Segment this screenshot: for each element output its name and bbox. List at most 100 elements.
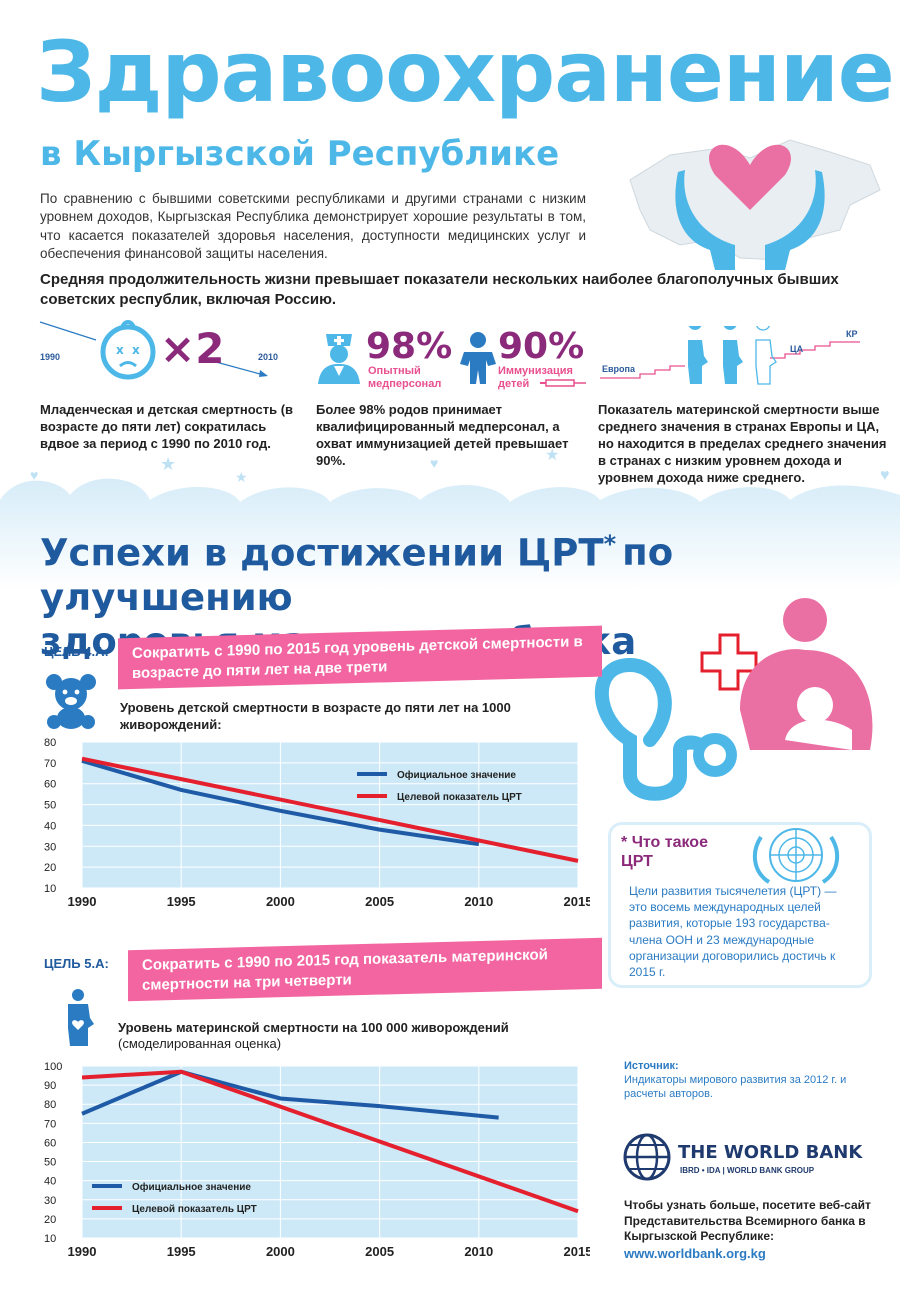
maternal-mortality-text: Показатель материнской смертности выше с… (598, 402, 887, 485)
ca-label: ЦА (790, 344, 804, 354)
star-icon: ★ (160, 454, 176, 474)
year-start-label: 1990 (40, 352, 61, 362)
child-icon (460, 332, 496, 384)
svg-text:x: x (116, 343, 124, 357)
x-tick-label: 2005 (365, 1244, 394, 1259)
staff-immunization-text: Более 98% родов принимает квалифицирован… (316, 402, 569, 468)
goal5-label: ЦЕЛЬ 5.А: (44, 956, 109, 971)
heart-icon: ♥ (30, 467, 38, 483)
x-tick-label: 1990 (68, 1244, 97, 1259)
mdg-asterisk: * (621, 834, 628, 851)
intro-paragraph: По сравнению с бывшими советскими респуб… (40, 191, 586, 262)
halved-multiplier: ×2 (160, 324, 225, 373)
y-tick-label: 20 (44, 1214, 56, 1226)
section-title-line1: Успехи в достижении ЦРТ (40, 531, 604, 575)
child-mortality-chart: 10 20 30 40 50 60 70 80 1990 1995 2000 2005 2010 2015… (44, 738, 590, 909)
y-tick-label: 20 (44, 862, 56, 874)
world-bank-name: THE WORLD BANK (678, 1142, 863, 1163)
staff-percent: 98% (366, 326, 453, 367)
goal5-banner: Сократить с 1990 по 2015 год показатель … (128, 937, 602, 1002)
x-tick-label: 2010 (464, 894, 493, 909)
clouds-decoration: ♥ ★ ★ ♥ ★ ♥ (0, 447, 900, 590)
y-tick-label: 40 (44, 1176, 56, 1188)
world-bank-url-link[interactable]: www.worldbank.org.kg (624, 1246, 766, 1261)
kyrgyzstan-map-hands-heart-illustration (629, 139, 881, 270)
mdg-heading: * Что такое ЦРТ (621, 833, 731, 871)
world-bank-globe-logo (623, 1133, 671, 1181)
x-tick-label: 2000 (266, 894, 295, 909)
heart-icon: ♥ (880, 467, 890, 484)
life-expectancy-lead: Средняя продолжительность жизни превышае… (40, 271, 839, 309)
pregnant-woman-heart-icon (68, 989, 94, 1046)
x-tick-label: 1995 (167, 894, 196, 909)
right-hand-icon (765, 170, 825, 270)
x-tick-label: 2015 (564, 1244, 590, 1259)
goal4-chart-title: Уровень детской смертности в возрасте до… (120, 700, 511, 732)
kr-label: КР (846, 329, 858, 339)
nurse-icon (318, 334, 360, 384)
y-tick-label: 40 (44, 820, 56, 832)
goal4-label: ЦЕЛЬ 4.А: (44, 644, 109, 659)
section-title-line1b: по улучшению (40, 531, 674, 619)
maternal-comparison-steps (600, 326, 860, 385)
legend-label: Официальное значение (132, 1181, 251, 1193)
star-icon: ★ (545, 447, 559, 464)
official-series-line (81, 1069, 499, 1120)
y-tick-label: 60 (44, 779, 56, 791)
y-tick-label: 70 (44, 758, 56, 770)
x-tick-label: 2005 (365, 894, 394, 909)
source-text: Индикаторы мирового развития за 2012 г. … (624, 1074, 847, 1101)
page-title: Здравоохранение (36, 23, 895, 121)
mother-child-icon (783, 598, 827, 642)
goal5-chart-subtitle: (смоделированная оценка) (118, 1036, 282, 1051)
legend-label: Целевой показатель ЦРТ (132, 1204, 257, 1215)
immunization-caption: Иммунизация детей (498, 365, 573, 390)
x-tick-label: 2015 (564, 894, 590, 909)
mdg-info-box: * Что такое ЦРТ Цели развития тысячелети… (608, 822, 872, 988)
heart-icon: ♥ (430, 455, 438, 471)
left-hand-icon (675, 170, 735, 270)
syringe-icon (540, 379, 586, 387)
stethoscope-icon (594, 658, 712, 801)
legend-label: Официальное значение (397, 769, 516, 781)
maternal-mortality-chart: 10 20 30 40 50 60 70 80 90 100 1990 1995 2000 2005 201… (44, 1061, 590, 1259)
chart-plot-area (82, 742, 578, 888)
visit-website-text: Чтобы узнать больше, посетите веб-сайт П… (624, 1198, 871, 1244)
section-asterisk: * (603, 530, 617, 558)
un-emblem-icon (752, 828, 840, 884)
y-tick-label: 50 (44, 800, 56, 812)
child-mortality-text: Младенческая и детская смертность (в воз… (40, 402, 294, 451)
svg-text:x: x (132, 343, 140, 357)
sad-baby-icon: x x (100, 320, 156, 380)
medical-cross-icon (700, 633, 758, 691)
page-subtitle: в Кыргызской Республике (40, 134, 560, 174)
x-tick-label: 2000 (266, 1244, 295, 1259)
pregnant-woman-icon-2 (723, 326, 743, 384)
world-bank-group: IBRD • IDA | WORLD BANK GROUP (680, 1166, 815, 1175)
y-tick-label: 30 (44, 841, 56, 853)
teddy-bear-icon (46, 674, 96, 729)
star-icon: ★ (235, 469, 248, 485)
legend-label: Целевой показатель ЦРТ (397, 792, 522, 803)
y-tick-label: 80 (44, 1099, 56, 1111)
target-series-line (81, 756, 579, 863)
x-tick-label: 2010 (464, 1244, 493, 1259)
mdg-description: Цели развития тысячелетия (ЦРТ) — это во… (629, 884, 837, 979)
decline-arrows (39, 321, 268, 377)
chart-plot-area (82, 1066, 578, 1238)
y-tick-label: 10 (44, 883, 56, 895)
immunization-percent: 90% (498, 326, 585, 367)
y-tick-label: 30 (44, 1195, 56, 1207)
y-tick-label: 70 (44, 1118, 56, 1130)
staff-caption: Опытный медперсонал (368, 365, 442, 390)
pregnant-woman-icon (688, 326, 708, 384)
year-end-label: 2010 (258, 352, 279, 362)
y-tick-label: 10 (44, 1233, 56, 1245)
mdg-title: Что такое ЦРТ (621, 834, 708, 871)
heart-icon (709, 144, 791, 210)
x-tick-label: 1990 (68, 894, 97, 909)
y-tick-label: 50 (44, 1157, 56, 1169)
europe-label: Европа (602, 364, 635, 374)
x-tick-label: 1995 (167, 1244, 196, 1259)
target-series-line (81, 1069, 579, 1214)
